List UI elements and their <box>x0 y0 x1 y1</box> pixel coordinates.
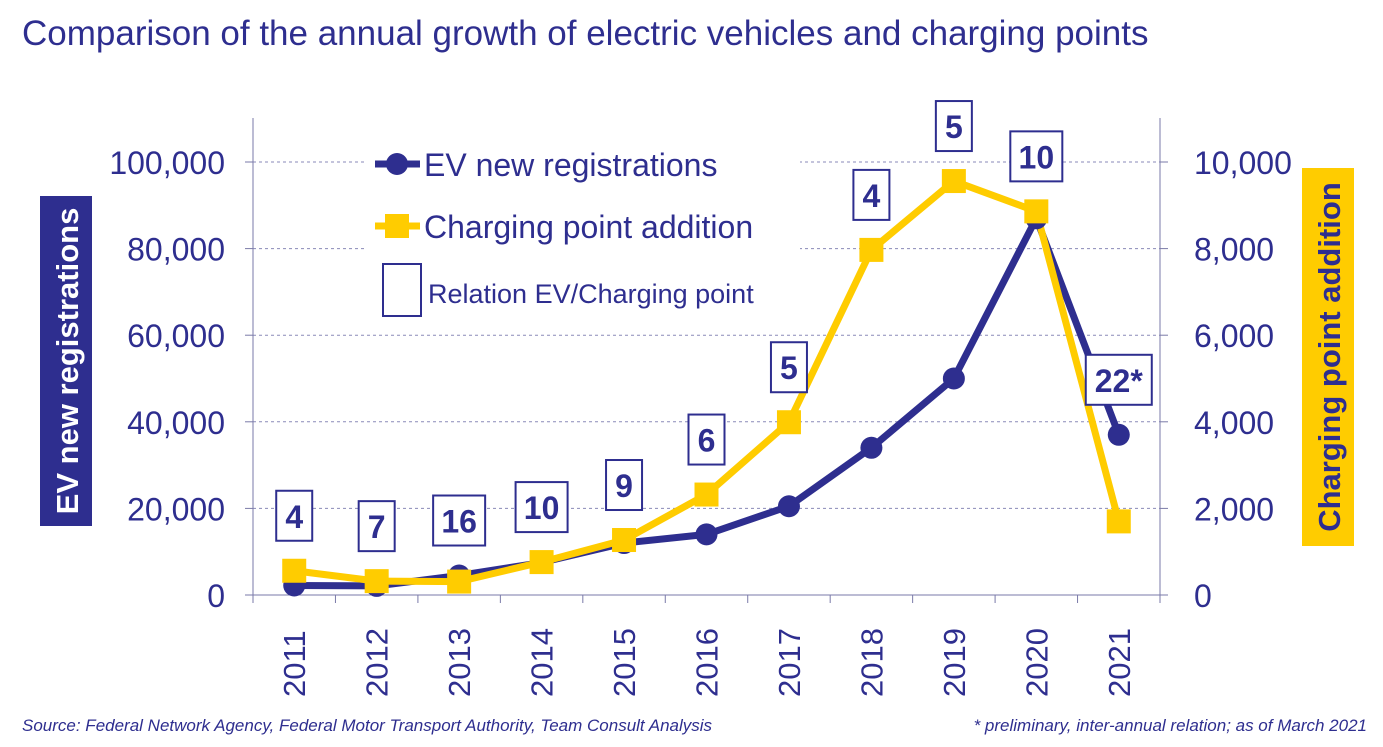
ratio-label: 10 <box>1019 139 1055 175</box>
legend-charging-label: Charging point addition <box>424 209 753 245</box>
charging-point-marker <box>694 482 719 507</box>
legend-ev-marker <box>386 153 408 175</box>
left-axis-title-box <box>40 196 92 526</box>
x-tick-label: 2012 <box>360 628 395 697</box>
ratio-label: 6 <box>698 423 716 459</box>
ratio-label-box <box>687 413 726 466</box>
ev-point <box>695 523 718 546</box>
ratio-label-box <box>605 459 644 512</box>
legend-charging-marker <box>385 214 409 238</box>
legend-relation-box <box>382 263 422 317</box>
ev-point <box>860 436 883 459</box>
footnote: * preliminary, inter-annual relation; as… <box>973 716 1367 735</box>
ev-point <box>1107 423 1130 446</box>
right-tick-label: 0 <box>1194 578 1212 614</box>
x-tick-label: 2011 <box>277 630 312 697</box>
ratio-label: 4 <box>863 178 881 214</box>
ratio-label-box <box>514 481 569 534</box>
charging-point-marker <box>612 528 637 553</box>
left-tick-label: 80,000 <box>127 232 225 268</box>
ratio-label: 10 <box>524 490 560 526</box>
left-tick-label: 60,000 <box>127 318 225 354</box>
ev-point <box>942 367 965 390</box>
charging-point-marker <box>776 410 801 435</box>
ratio-label-box <box>852 168 891 221</box>
right-tick-label: 8,000 <box>1194 232 1274 268</box>
left-tick-label: 40,000 <box>127 405 225 441</box>
ratio-label: 4 <box>285 499 303 535</box>
right-tick-label: 4,000 <box>1194 405 1274 441</box>
left-tick-label: 100,000 <box>109 145 225 181</box>
x-tick-label: 2021 <box>1102 628 1137 697</box>
legend-ev-label: EV new registrations <box>424 147 717 183</box>
ratio-label-box <box>1084 353 1153 406</box>
charging-point-marker <box>1024 199 1049 224</box>
ratio-label-box <box>275 489 314 542</box>
charging-point-marker <box>364 569 389 594</box>
charging-point-marker <box>941 169 966 194</box>
left-tick-label: 0 <box>207 578 225 614</box>
charging-point-marker <box>447 569 472 594</box>
x-tick-label: 2017 <box>772 628 807 697</box>
ratio-label: 16 <box>441 504 477 540</box>
ratio-label: 5 <box>780 350 798 386</box>
right-axis-title-box <box>1302 168 1354 546</box>
ratio-label-box <box>357 500 396 553</box>
ratio-label: 9 <box>615 468 633 504</box>
x-tick-label: 2020 <box>1019 628 1054 697</box>
ratio-label-box <box>934 100 973 153</box>
left-axis-title: EV new registrations <box>50 208 85 515</box>
ev-point <box>777 495 800 518</box>
charging-point-marker <box>859 237 884 262</box>
source-note: Source: Federal Network Agency, Federal … <box>22 716 713 735</box>
charging-point-marker <box>1106 509 1131 534</box>
x-tick-label: 2019 <box>937 628 972 697</box>
left-tick-label: 20,000 <box>127 491 225 527</box>
x-tick-label: 2016 <box>690 628 725 697</box>
right-tick-label: 6,000 <box>1194 318 1274 354</box>
chart-title: Comparison of the annual growth of elect… <box>22 14 1149 53</box>
x-tick-label: 2014 <box>525 628 560 697</box>
right-axis-title: Charging point addition <box>1312 182 1347 532</box>
charging-point-marker <box>282 558 307 583</box>
charging-point-marker <box>529 550 554 575</box>
x-tick-label: 2013 <box>442 628 477 697</box>
right-tick-label: 10,000 <box>1194 145 1292 181</box>
legend-background <box>365 138 800 328</box>
ratio-label-box <box>1009 130 1064 183</box>
x-tick-label: 2015 <box>607 628 642 697</box>
ratio-label: 7 <box>368 509 386 545</box>
ratio-label-box <box>769 341 808 394</box>
ratio-label: 5 <box>945 109 963 145</box>
legend: EV new registrations Charging point addit… <box>365 138 800 328</box>
ratio-label: 22* <box>1095 363 1144 399</box>
x-tick-label: 2018 <box>854 628 889 697</box>
ratio-label-box <box>432 494 487 547</box>
legend-relation-label: Relation EV/Charging point <box>428 279 754 309</box>
right-tick-label: 2,000 <box>1194 491 1274 527</box>
